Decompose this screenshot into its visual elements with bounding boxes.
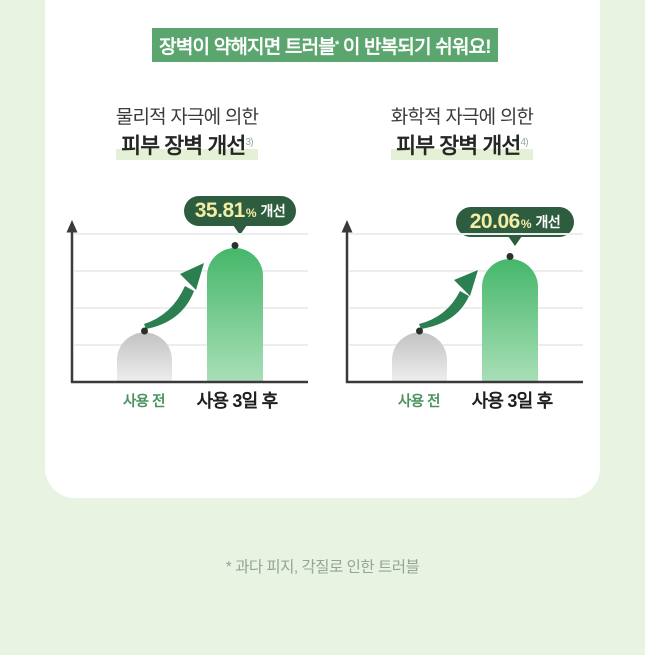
improvement-label: 개선 bbox=[535, 214, 561, 230]
chart-title-physical: 물리적 자극에 의한 피부 장벽 개선3) bbox=[62, 105, 312, 161]
content-card bbox=[45, 0, 600, 498]
percent-sign: % bbox=[245, 206, 257, 220]
banner-text-after: 이 반복되기 쉬워요! bbox=[338, 36, 492, 58]
bar-chart-chemical: 사용 전 사용 3일 후 bbox=[341, 220, 583, 411]
improvement-label: 개선 bbox=[260, 203, 286, 219]
footnote-ref-3: 3) bbox=[245, 136, 253, 148]
improvement-badge-left: 35.81% 개선 bbox=[184, 196, 296, 235]
improvement-value: 35.81 bbox=[194, 199, 246, 222]
title-highlight: 피부 장벽 개선3) bbox=[116, 134, 258, 160]
bar-chart-physical: 사용 전 사용 3일 후 bbox=[66, 220, 308, 411]
bar-after bbox=[207, 248, 263, 382]
bar-after bbox=[482, 259, 538, 382]
y-axis-arrowhead-icon bbox=[66, 220, 78, 233]
bar-before bbox=[117, 332, 172, 382]
bar-before bbox=[392, 332, 447, 382]
chart-title-chemical: 화학적 자극에 의한 피부 장벽 개선4) bbox=[337, 105, 587, 161]
axes bbox=[345, 231, 583, 384]
footnote: * 과다 피지, 각질로 인한 트러블 bbox=[225, 559, 420, 576]
chart-main-title: 피부 장벽 개선3) bbox=[62, 131, 312, 161]
improvement-value: 20.06 bbox=[469, 210, 521, 233]
title-highlight: 피부 장벽 개선4) bbox=[391, 134, 533, 160]
data-dot-before bbox=[141, 327, 148, 335]
improvement-badge-right: 20.06% 개선 bbox=[456, 207, 574, 246]
footnote-ref-4: 4) bbox=[520, 136, 528, 148]
headline-banner: 장벽이 약해지면 트러블 * 이 반복되기 쉬워요! bbox=[152, 28, 498, 62]
chart-subtitle: 화학적 자극에 의한 bbox=[390, 107, 534, 128]
gridlines bbox=[349, 233, 583, 346]
x-label-after: 사용 3일 후 bbox=[472, 391, 553, 411]
x-label-before: 사용 전 bbox=[123, 393, 165, 410]
data-dot-after bbox=[231, 242, 239, 249]
banner-text: 장벽이 약해지면 트러블 bbox=[159, 36, 336, 58]
growth-arrow-icon bbox=[144, 263, 204, 329]
growth-arrow-icon bbox=[419, 270, 478, 329]
x-label-after: 사용 3일 후 bbox=[197, 391, 278, 411]
data-dot-after bbox=[506, 253, 514, 260]
axes bbox=[70, 231, 308, 384]
percent-sign: % bbox=[520, 217, 532, 231]
badge-tail bbox=[508, 236, 522, 246]
badge-tail bbox=[233, 225, 247, 235]
chart-subtitle: 물리적 자극에 의한 bbox=[115, 107, 259, 128]
data-dot-before bbox=[416, 327, 423, 335]
chart-main-title: 피부 장벽 개선4) bbox=[337, 131, 587, 161]
y-axis-arrowhead-icon bbox=[341, 220, 353, 233]
x-label-before: 사용 전 bbox=[398, 393, 440, 410]
